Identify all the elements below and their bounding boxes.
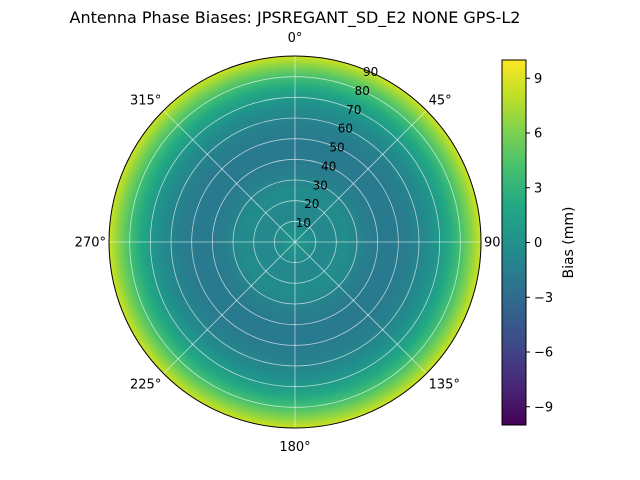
radial-tick-label: 70 (346, 103, 361, 117)
radial-tick-label: 60 (338, 122, 353, 136)
radial-tick-labels: 10 20 30 40 50 60 70 80 90 (296, 65, 379, 230)
angular-tick-label: 45° (429, 93, 452, 108)
colorbar-tick-label: −9 (534, 400, 553, 415)
polar-spine (108, 55, 482, 429)
angular-tick-label: 225° (130, 378, 161, 393)
chart-title: Antenna Phase Biases: JPSREGANT_SD_E2 NO… (69, 8, 521, 27)
colorbar: 9 6 3 0 −3 −6 −9 Bias (mm) (501, 59, 577, 426)
angular-tick-label: 135° (429, 378, 460, 393)
angular-tick-label: 180° (279, 440, 310, 455)
angular-gridline (163, 241, 296, 374)
colorbar-gradient (502, 60, 526, 425)
radial-tick-label: 10 (296, 216, 311, 230)
angular-tick-label: 90° (484, 236, 507, 251)
angular-tick-label: 315° (130, 93, 161, 108)
angular-gridline (294, 241, 427, 374)
colorbar-tick-label: −6 (534, 346, 553, 361)
colorbar-tick-label: 0 (534, 236, 542, 251)
radial-tick-label: 20 (304, 197, 319, 211)
angular-gridline (163, 110, 296, 243)
colorbar-tick-label: −3 (534, 291, 553, 306)
colorbar-label: Bias (mm) (561, 206, 577, 278)
polar-grid (108, 55, 482, 429)
angular-gridline (294, 110, 427, 243)
radial-tick-label: 80 (355, 84, 370, 98)
angular-tick-label: 270° (75, 236, 106, 251)
colorbar-tick-label: 6 (534, 127, 542, 142)
radial-tick-label: 30 (313, 178, 328, 192)
colorbar-tick-label: 3 (534, 181, 542, 196)
radial-tick-label: 50 (329, 141, 344, 155)
radial-tick-label: 90 (363, 65, 378, 79)
angular-tick-labels: 0° 45° 90° 135° 180° 225° 270° 315° (75, 31, 507, 455)
colorbar-tick-label: 9 (534, 72, 542, 87)
angular-tick-label: 0° (288, 31, 303, 46)
radial-tick-label: 40 (321, 159, 336, 173)
